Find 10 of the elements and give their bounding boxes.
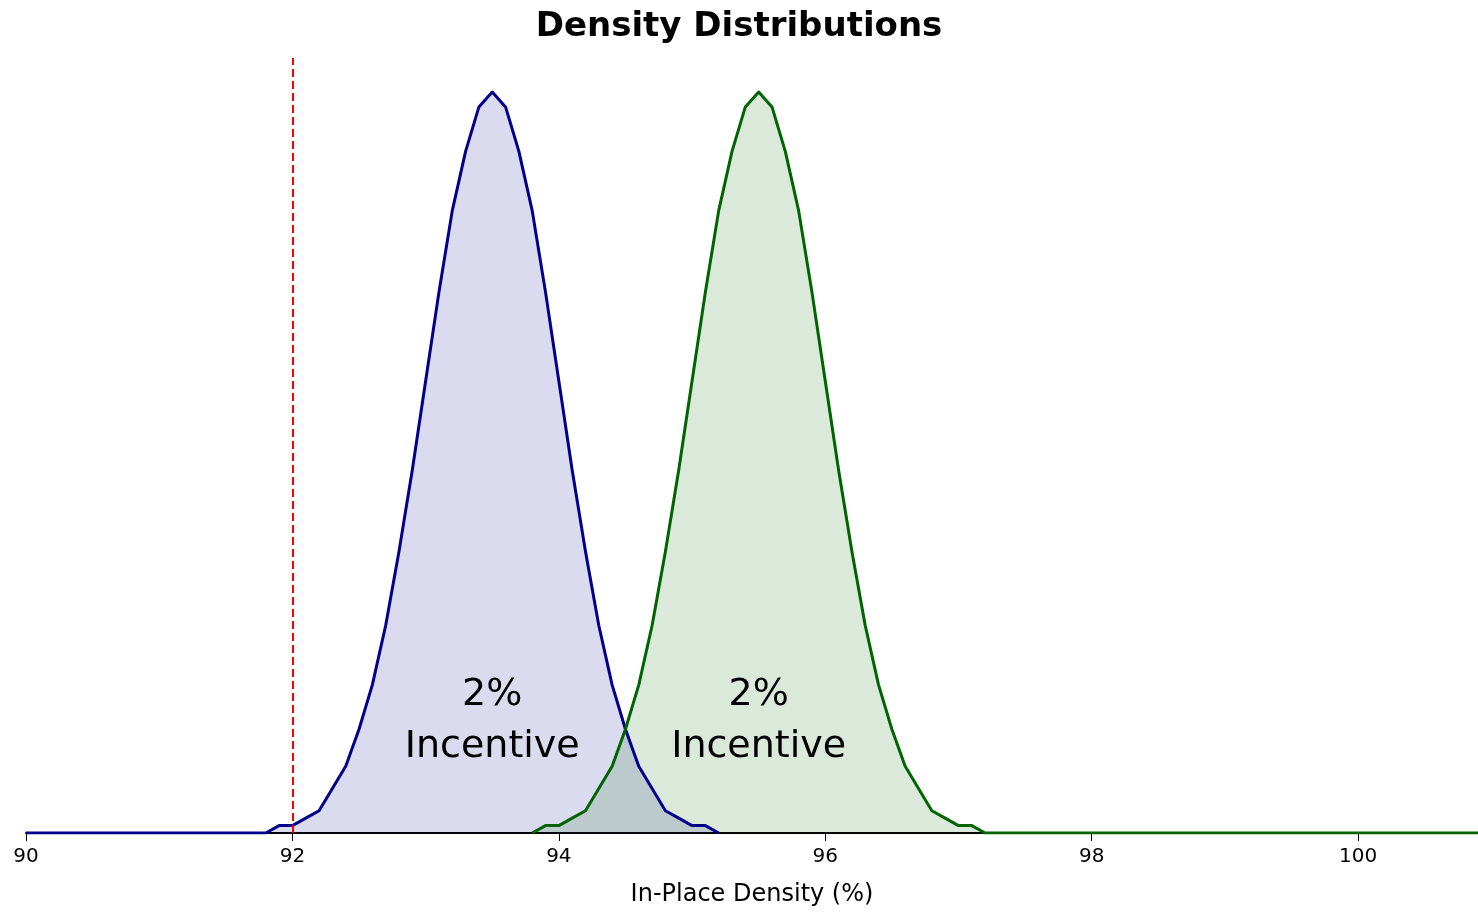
x-tick-label: 92	[279, 843, 306, 867]
annotation: 2% Incentive	[671, 670, 847, 767]
x-tick-label: 96	[812, 843, 838, 867]
x-tick-label: 100	[1339, 843, 1378, 867]
x-tick-label: 98	[1078, 843, 1105, 867]
chart-title: Density Distributions	[535, 4, 943, 44]
annotation: 2% Incentive	[404, 670, 580, 767]
x-tick-label: 90	[13, 843, 39, 867]
x-tick-label: 94	[546, 843, 572, 867]
x-axis-title: In-Place Density (%)	[630, 879, 874, 907]
